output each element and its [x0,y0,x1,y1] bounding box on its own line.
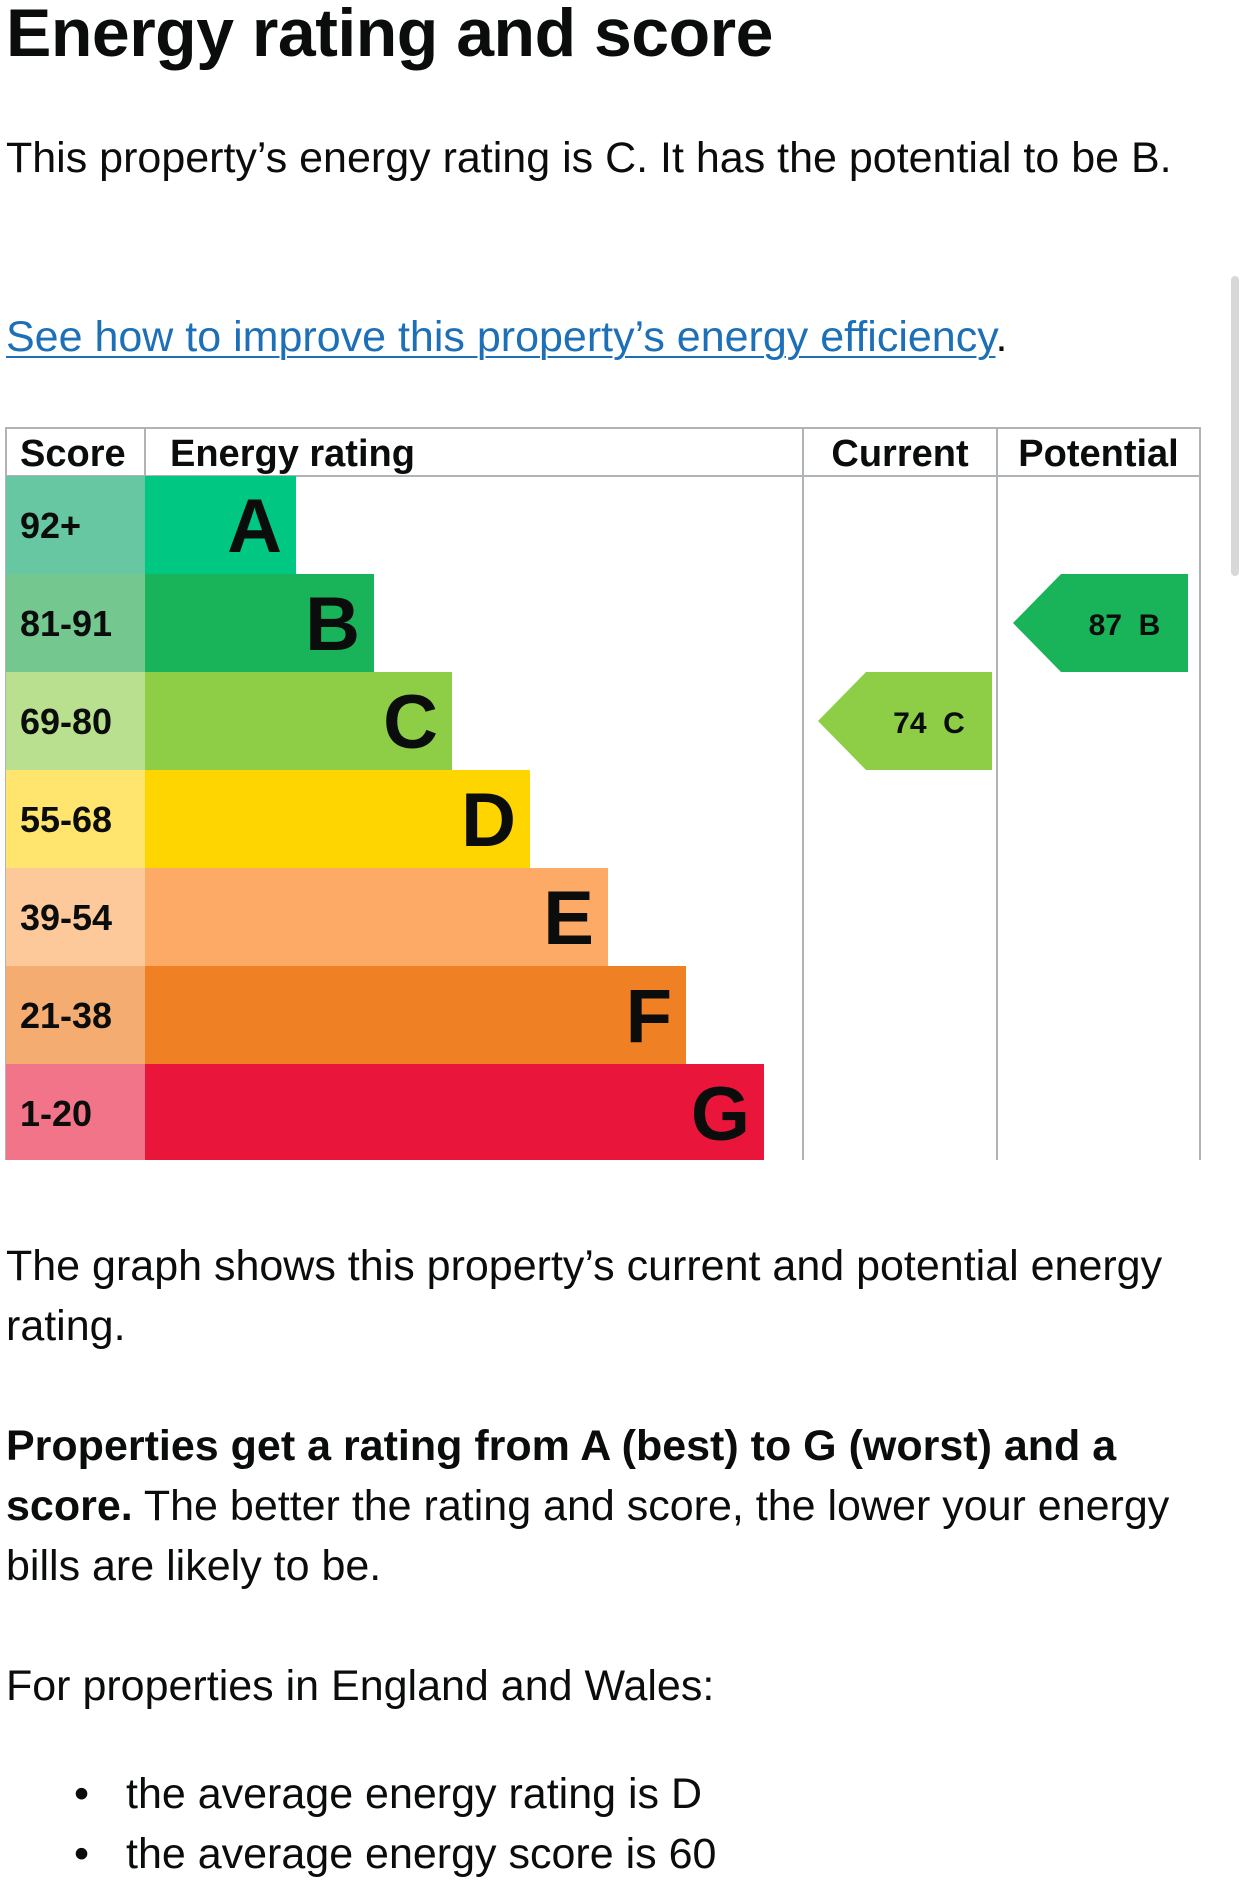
improve-link-paragraph: See how to improve this property’s energ… [6,307,1206,367]
score-range-c: 69-80 [20,701,112,742]
energy-rating-chart: Score Energy rating Current Potential 92+ A 81… [5,427,1201,1160]
score-cell-d [6,770,145,868]
improve-efficiency-link[interactable]: See how to improve this property’s energ… [6,313,996,361]
rating-letter-e: E [543,876,594,961]
score-range-a: 92+ [20,505,81,546]
score-cell-g [6,1064,145,1160]
improve-link-suffix: . [995,313,1008,361]
rating-explanation-bold: Properties get a rating from A (best) to… [6,1422,1117,1530]
rating-letter-c: C [383,680,438,765]
rating-letter-g: G [691,1072,750,1157]
rating-letter-f: F [626,974,672,1059]
page-title: Energy rating and score [6,0,773,71]
header-score: Score [20,433,126,475]
current-rating-label: 74 C [893,707,965,740]
header-potential: Potential [1018,433,1178,475]
rating-bar-e [145,868,608,966]
average-score-item: the average energy score is 60 [6,1824,716,1884]
graph-description: The graph shows this property’s current … [6,1242,1163,1350]
potential-rating-label: 87 B [1089,609,1161,642]
rating-explanation-rest: The better the rating and score, the low… [6,1482,1170,1590]
energy-rating-summary: This property’s energy rating is C. It h… [6,134,1172,182]
england-wales-heading: For properties in England and Wales: [6,1662,715,1710]
rating-bar-d [145,770,530,868]
header-energy-rating: Energy rating [170,433,415,475]
header-current: Current [831,433,969,475]
potential-rating-arrow [1013,574,1188,672]
score-range-e: 39-54 [20,897,112,938]
rating-bar-g [145,1064,764,1160]
average-ratings-list: the average energy rating is D the avera… [6,1764,716,1884]
score-cell-c [6,672,145,770]
score-cell-b [6,574,145,672]
score-cell-f [6,966,145,1064]
rating-letter-a: A [227,484,282,569]
rating-explanation: Properties get a rating from A (best) to… [6,1416,1206,1596]
rating-bar-c [145,672,452,770]
score-range-f: 21-38 [20,995,112,1036]
score-cell-a [6,476,145,574]
rating-letter-d: D [461,778,516,863]
rating-bar-a [145,476,296,574]
rating-bar-b [145,574,374,672]
score-range-d: 55-68 [20,799,112,840]
scrollbar[interactable] [1231,276,1239,576]
score-cell-e [6,868,145,966]
rating-bar-f [145,966,686,1064]
score-range-b: 81-91 [20,603,112,644]
current-rating-arrow [818,672,992,770]
average-rating-item: the average energy rating is D [6,1764,716,1824]
score-range-g: 1-20 [20,1093,92,1134]
rating-letter-b: B [305,582,360,667]
